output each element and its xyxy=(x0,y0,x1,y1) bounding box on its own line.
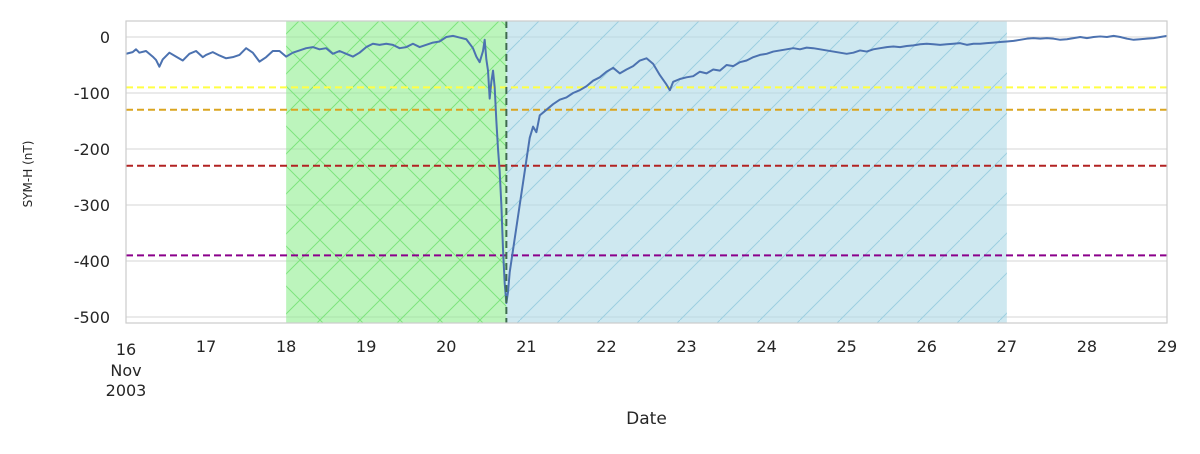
x-tick-label: 27 xyxy=(997,337,1017,356)
x-tick-label: 16 xyxy=(116,340,136,359)
x-tick-label: 22 xyxy=(596,337,616,356)
shaded-region-hatch xyxy=(286,21,507,323)
x-tick-label: 29 xyxy=(1157,337,1177,356)
y-tick-label: -200 xyxy=(74,140,110,159)
y-tick-label: 0 xyxy=(100,28,110,47)
x-tick-label: 23 xyxy=(676,337,696,356)
x-tick-label: 26 xyxy=(917,337,937,356)
shaded-regions xyxy=(286,21,1007,323)
x-axis-title: Date xyxy=(626,409,667,429)
x-tick-label: 19 xyxy=(356,337,376,356)
x-tick-sublabel: Nov xyxy=(110,361,141,380)
y-axis-title: SYM-H (nT) xyxy=(21,141,35,208)
x-tick-label: 25 xyxy=(837,337,857,356)
x-tick-label: 20 xyxy=(436,337,456,356)
x-tick-label: 28 xyxy=(1077,337,1097,356)
x-tick-label: 17 xyxy=(196,337,216,356)
y-tick-labels: 0 -100 -200 -300 -400 -500 xyxy=(74,28,110,327)
plot-frame xyxy=(125,20,1168,324)
sym-h-line xyxy=(126,34,1167,304)
y-tick-label: -100 xyxy=(74,84,110,103)
x-tick-label: 21 xyxy=(516,337,536,356)
y-tick-label: -300 xyxy=(74,196,110,215)
shaded-region-hatch xyxy=(506,21,1007,323)
x-tick-sublabel: 2003 xyxy=(106,381,147,400)
series-lines xyxy=(126,34,1167,304)
y-tick-label: -500 xyxy=(74,308,110,327)
x-tick-label: 18 xyxy=(276,337,296,356)
threshold-lines xyxy=(126,86,1167,257)
y-tick-label: -400 xyxy=(74,252,110,271)
x-tick-label: 24 xyxy=(756,337,776,356)
